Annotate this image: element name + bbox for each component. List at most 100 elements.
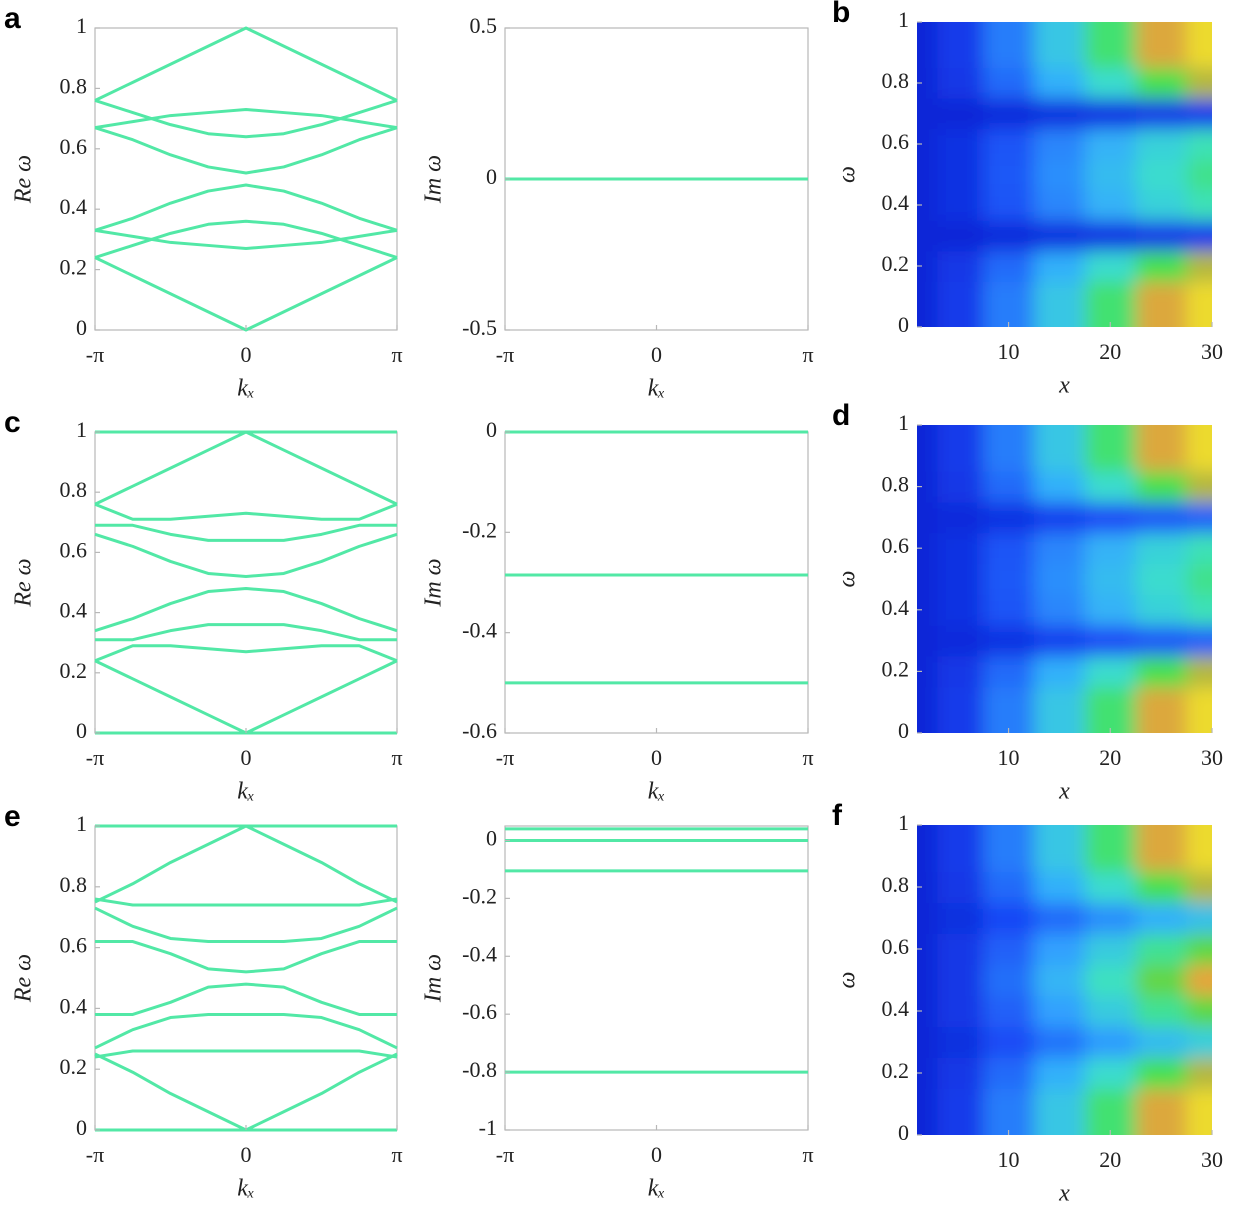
heat-cell: [937, 22, 984, 38]
heat-cell: [1084, 594, 1137, 626]
y-tick-label: -0.2: [462, 517, 497, 542]
heat-cell: [983, 189, 1035, 221]
heat-cell: [1084, 840, 1137, 872]
y-tick-label: -0.4: [462, 941, 497, 966]
heat-cell: [1186, 594, 1212, 626]
heat-cell: [1135, 250, 1188, 282]
heat-cell: [1186, 22, 1212, 38]
panel-letter: b: [832, 0, 850, 29]
heat-cell: [1084, 625, 1137, 657]
heat-cell: [1084, 128, 1137, 160]
heat-cell: [1186, 563, 1212, 595]
heat-cell: [1084, 563, 1137, 595]
heat-cell: [937, 840, 984, 872]
heat-cell: [1033, 902, 1086, 934]
y-axis-label: Im ω: [421, 155, 447, 204]
heat-cell: [983, 1088, 1035, 1120]
heat-cell: [1186, 311, 1212, 327]
heat-cell: [917, 37, 938, 69]
heat-cell: [937, 656, 984, 688]
heat-cell: [1186, 159, 1212, 191]
heat-cell: [1186, 933, 1212, 965]
band-line: [94, 502, 398, 521]
heat-cell: [983, 532, 1035, 565]
band-line: [94, 108, 398, 130]
y-tick-label: 1: [898, 810, 909, 835]
heat-cell: [983, 67, 1035, 99]
x-tick-label: π: [391, 342, 402, 367]
band-line: [94, 219, 398, 259]
heat-cell: [1186, 502, 1212, 534]
heat-cell: [1033, 281, 1086, 313]
heat-cell: [1033, 1026, 1086, 1058]
heat-cell: [1186, 1026, 1212, 1058]
heat-cell: [937, 440, 984, 472]
heat-cell: [1135, 995, 1188, 1027]
heat-cell: [1033, 563, 1086, 595]
heat-cell: [1033, 220, 1086, 252]
heat-cell: [917, 425, 938, 441]
heat-cell: [1186, 425, 1212, 441]
panel-letter: e: [4, 800, 21, 833]
heat-cell: [917, 220, 938, 252]
heat-cell: [1084, 717, 1137, 733]
heat-cell: [1186, 1088, 1212, 1120]
heat-cell: [1186, 250, 1212, 282]
heat-cell: [1033, 425, 1086, 441]
heat-cell: [983, 686, 1035, 719]
heat-cell: [983, 471, 1035, 503]
heat-cell: [983, 1119, 1035, 1135]
x-tick-label: π: [391, 745, 402, 770]
x-axis-label: kₓ: [237, 376, 254, 402]
y-tick-label: -0.8: [462, 1057, 497, 1082]
heat-cell: [1084, 1119, 1137, 1135]
panel-letter: c: [4, 406, 21, 439]
panel-letter: a: [4, 2, 21, 35]
heat-cell: [1135, 98, 1188, 130]
heat-cell: [917, 250, 938, 282]
heat-cell: [1033, 594, 1086, 626]
panel: -π 0 π -1 -0.8 -0.6 -0.4 -0.2 0 kₓ Im ω: [421, 825, 814, 1202]
y-tick-label: 0: [76, 1115, 87, 1140]
heat-cell: [1084, 1088, 1137, 1120]
heat-cell: [1186, 656, 1212, 688]
panel: 10 20 30 0 0.2 0.4 0.6 0.8 1 x ω d: [832, 399, 1223, 805]
heat-cell: [1135, 220, 1188, 252]
heat-cell: [1135, 964, 1188, 996]
band-line: [94, 430, 398, 506]
heat-cell: [917, 189, 938, 221]
heat-cell: [1135, 37, 1188, 69]
heat-cell: [937, 532, 984, 565]
heat-cell: [1186, 128, 1212, 160]
band-line: [94, 1052, 398, 1132]
heat-cell: [917, 471, 938, 503]
heat-cell: [937, 159, 984, 191]
heat-cell: [1135, 1026, 1188, 1058]
heat-cell: [1186, 964, 1212, 996]
x-tick-label: 10: [998, 745, 1020, 770]
heat-cell: [1084, 502, 1137, 534]
x-tick-label: 20: [1099, 339, 1121, 364]
y-tick-label: -0.6: [462, 718, 497, 743]
y-tick-label: 0: [76, 718, 87, 743]
heat-cell: [983, 717, 1035, 733]
heat-cell: [937, 1088, 984, 1120]
heat-cell: [1084, 964, 1137, 996]
x-tick-label: 0: [241, 1142, 252, 1167]
heat-cell: [917, 502, 938, 534]
heat-cell: [1186, 1057, 1212, 1089]
heat-cell: [1186, 67, 1212, 99]
y-axis-label: Re ω: [11, 558, 37, 607]
heat-cell: [1033, 250, 1086, 282]
y-tick-label: 1: [76, 13, 87, 38]
heat-cell: [983, 425, 1035, 441]
heat-cell: [1033, 1119, 1086, 1135]
heat-cell: [1135, 933, 1188, 965]
heat-cell: [937, 128, 984, 160]
heat-cell: [1135, 563, 1188, 595]
heat-cell: [1033, 825, 1086, 841]
band-line: [94, 126, 398, 175]
x-axis-label: kₓ: [648, 779, 665, 805]
heat-cell: [983, 220, 1035, 252]
heat-cell: [937, 717, 984, 733]
